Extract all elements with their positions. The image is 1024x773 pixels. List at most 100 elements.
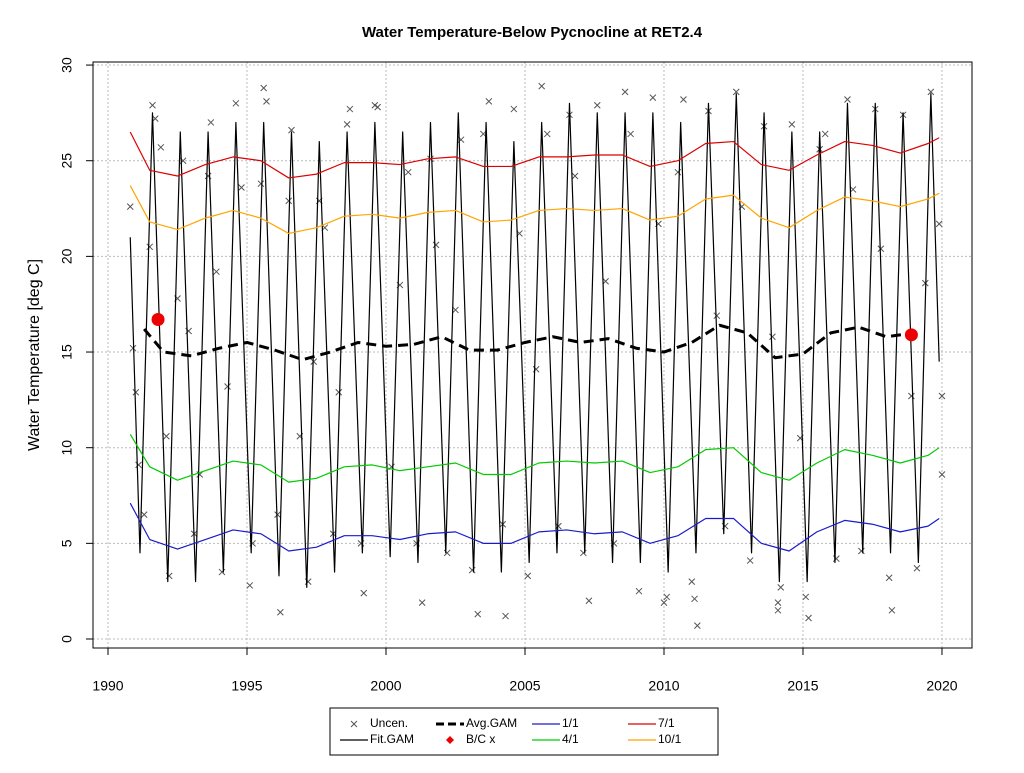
data-point xyxy=(288,126,295,134)
data-point xyxy=(805,614,812,622)
series-line xyxy=(129,93,940,588)
data-point xyxy=(774,599,782,607)
data-point xyxy=(140,511,148,519)
data-point xyxy=(732,88,740,96)
x-tick-label: 2015 xyxy=(787,678,818,694)
data-point xyxy=(285,197,293,205)
data-point xyxy=(543,130,551,138)
x-tick-label: 2010 xyxy=(648,678,679,694)
data-point xyxy=(132,388,140,396)
y-tick-label: 15 xyxy=(59,344,75,360)
y-axis-label: Water Temperature [deg C] xyxy=(26,259,43,451)
data-point xyxy=(126,203,134,210)
legend-label: 7/1 xyxy=(658,716,675,730)
data-point xyxy=(129,344,137,352)
data-point xyxy=(935,220,943,228)
legend-label: 10/1 xyxy=(658,732,682,746)
data-point xyxy=(580,549,587,557)
data-point xyxy=(510,105,518,113)
data-point xyxy=(844,96,851,103)
data-point xyxy=(232,99,240,107)
legend-symbol xyxy=(350,720,358,728)
data-point xyxy=(149,101,156,109)
x-tick-label: 2005 xyxy=(509,678,540,694)
y-tick-label: 0 xyxy=(59,635,75,643)
data-point xyxy=(774,606,782,614)
data-point xyxy=(163,432,170,440)
legend-label: 1/1 xyxy=(562,716,579,730)
data-point xyxy=(663,593,671,601)
x-tick-label: 2020 xyxy=(926,678,957,694)
data-point xyxy=(938,471,946,478)
data-point xyxy=(571,172,579,180)
data-point xyxy=(274,511,281,519)
y-tick-label: 30 xyxy=(59,57,75,73)
legend-label: Uncen. xyxy=(370,716,408,730)
data-point xyxy=(635,587,643,595)
legend-symbol xyxy=(446,736,454,744)
data-point xyxy=(343,121,351,128)
data-point xyxy=(418,599,426,607)
series-line xyxy=(129,185,940,235)
data-point xyxy=(151,313,165,327)
data-point xyxy=(260,84,268,92)
data-point xyxy=(888,606,896,614)
data-point xyxy=(218,568,226,576)
data-point xyxy=(432,241,440,249)
data-point xyxy=(135,461,142,469)
legend-label: 4/1 xyxy=(562,732,579,746)
data-point xyxy=(913,564,921,572)
data-point xyxy=(263,98,270,105)
data-point xyxy=(927,88,935,96)
data-point xyxy=(452,306,459,314)
data-point xyxy=(474,610,482,618)
y-tick-label: 25 xyxy=(59,153,75,169)
legend: Uncen. Fit.GAM Avg.GAM B/C x 1/1 4/1 7/1 10/1 xyxy=(340,716,682,746)
data-point xyxy=(213,268,220,276)
data-point xyxy=(257,180,265,188)
data-point xyxy=(908,392,915,400)
data-point xyxy=(404,168,412,176)
x-tick-label: 1995 xyxy=(231,678,262,694)
plot-frame xyxy=(92,61,973,649)
chart-title: Water Temperature-Below Pycnocline at RE… xyxy=(362,24,703,41)
data-point xyxy=(649,94,657,101)
legend-label: Avg.GAM xyxy=(466,716,517,730)
series-line xyxy=(129,502,940,552)
data-point xyxy=(593,101,601,109)
data-point xyxy=(802,593,810,601)
data-point xyxy=(346,105,354,113)
y-tick-label: 5 xyxy=(59,539,75,547)
data-point xyxy=(821,130,829,138)
data-point xyxy=(524,572,532,580)
series-line xyxy=(129,433,940,483)
y-tick-label: 10 xyxy=(59,440,75,456)
series-line xyxy=(143,323,915,362)
data-point xyxy=(207,119,215,126)
data-point xyxy=(502,612,509,620)
data-point xyxy=(938,392,946,400)
data-point xyxy=(746,557,754,564)
data-point xyxy=(674,168,682,176)
data-point xyxy=(777,583,785,591)
legend-box xyxy=(329,707,719,756)
data-point xyxy=(680,96,687,103)
data-point xyxy=(246,582,254,589)
data-point xyxy=(585,597,593,605)
data-point xyxy=(335,388,343,396)
data-point xyxy=(691,595,698,603)
data-point xyxy=(224,383,231,390)
data-point xyxy=(360,589,368,597)
data-point xyxy=(443,549,451,557)
data-point xyxy=(904,328,918,342)
data-point xyxy=(310,358,318,365)
data-point xyxy=(769,333,776,341)
x-tick-label: 1990 xyxy=(92,678,123,694)
data-point xyxy=(621,88,629,96)
series-line xyxy=(129,131,940,179)
data-point xyxy=(885,574,893,582)
data-point xyxy=(788,121,796,128)
plot-area xyxy=(126,82,946,629)
data-point xyxy=(374,103,382,111)
